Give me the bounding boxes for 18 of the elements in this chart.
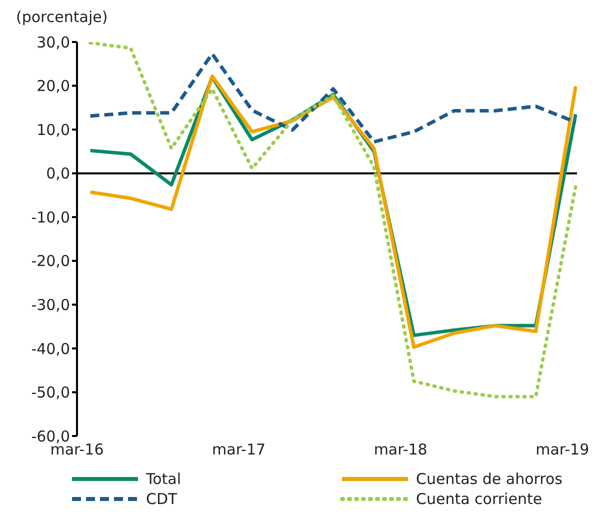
y-tick-label: -60,0 xyxy=(31,427,70,446)
y-tick-label: 30,0 xyxy=(36,33,70,52)
x-tick-label: mar-18 xyxy=(374,440,428,459)
y-tick-label: 0,0 xyxy=(46,164,70,183)
legend-label: Cuenta corriente xyxy=(416,490,542,508)
y-tick-label: -30,0 xyxy=(31,296,70,314)
y-tick-label: -50,0 xyxy=(31,384,70,402)
y-tick-label: 20,0 xyxy=(36,77,70,96)
x-tick-label: mar-17 xyxy=(212,440,266,459)
y-axis-title: (porcentaje) xyxy=(15,8,109,28)
legend-label: Cuentas de ahorros xyxy=(416,470,562,488)
y-tick-label: -10,0 xyxy=(31,208,70,226)
legend-label: CDT xyxy=(146,490,178,508)
y-tick-label: 10,0 xyxy=(36,120,70,139)
x-tick-label: mar-19 xyxy=(536,440,590,459)
y-tick-label: -20,0 xyxy=(31,252,70,270)
legend-label: Total xyxy=(146,470,182,488)
y-tick-label: -40,0 xyxy=(31,340,70,358)
